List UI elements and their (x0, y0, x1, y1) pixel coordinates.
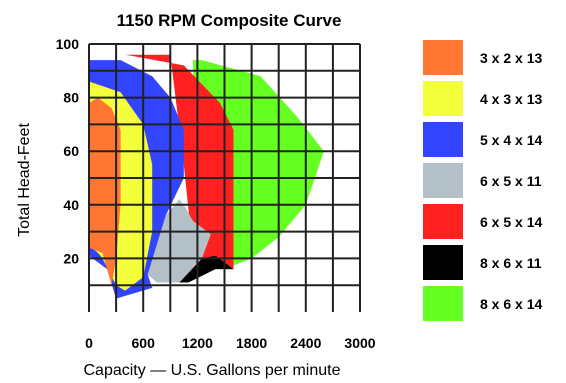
x-tick-label: 2400 (290, 335, 321, 351)
legend-swatch (423, 286, 463, 321)
legend-swatch (423, 122, 463, 157)
y-tick-label: 100 (56, 36, 80, 52)
y-tick-label: 40 (63, 197, 79, 213)
legend-label: 6 x 5 x 14 (480, 214, 542, 230)
legend-label: 6 x 5 x 11 (480, 173, 542, 189)
legend-swatch (423, 245, 463, 280)
legend-swatch (423, 81, 463, 116)
legend-swatch (423, 40, 463, 75)
curve-area-3x2x13 (89, 97, 121, 286)
x-tick-label: 1800 (236, 335, 267, 351)
curve-area-6x5x11 (147, 199, 211, 283)
legend-swatch (423, 204, 463, 239)
chart-title: 1150 RPM Composite Curve (117, 11, 342, 30)
x-axis-label: Capacity — U.S. Gallons per minute (84, 362, 341, 379)
x-tick-label: 600 (132, 335, 156, 351)
curve-area-8x6x11 (179, 255, 234, 283)
legend: 3 x 2 x 13 4 x 3 x 13 5 x 4 x 14 6 x 5 x 11… (423, 40, 542, 321)
legend-label: 5 x 4 x 14 (480, 132, 542, 148)
y-axis-label: Total Head-Feet (16, 123, 33, 237)
legend-label: 4 x 3 x 13 (480, 91, 542, 107)
legend-label: 8 x 6 x 14 (480, 296, 542, 312)
legend-swatch (423, 163, 463, 198)
y-tick-label: 60 (63, 143, 79, 159)
x-tick-label: 3000 (344, 335, 375, 351)
y-tick-labels: 20 40 60 80 100 (56, 36, 80, 266)
x-tick-label: 0 (85, 335, 93, 351)
y-tick-label: 20 (63, 250, 79, 266)
grid-lines (88, 43, 361, 312)
y-tick-label: 80 (63, 90, 79, 106)
legend-label: 3 x 2 x 13 (480, 50, 542, 66)
legend-label: 8 x 6 x 11 (480, 255, 542, 271)
x-tick-labels: 0 600 1200 1800 2400 3000 (85, 335, 376, 351)
x-tick-label: 1200 (182, 335, 213, 351)
curve-areas (89, 54, 324, 299)
